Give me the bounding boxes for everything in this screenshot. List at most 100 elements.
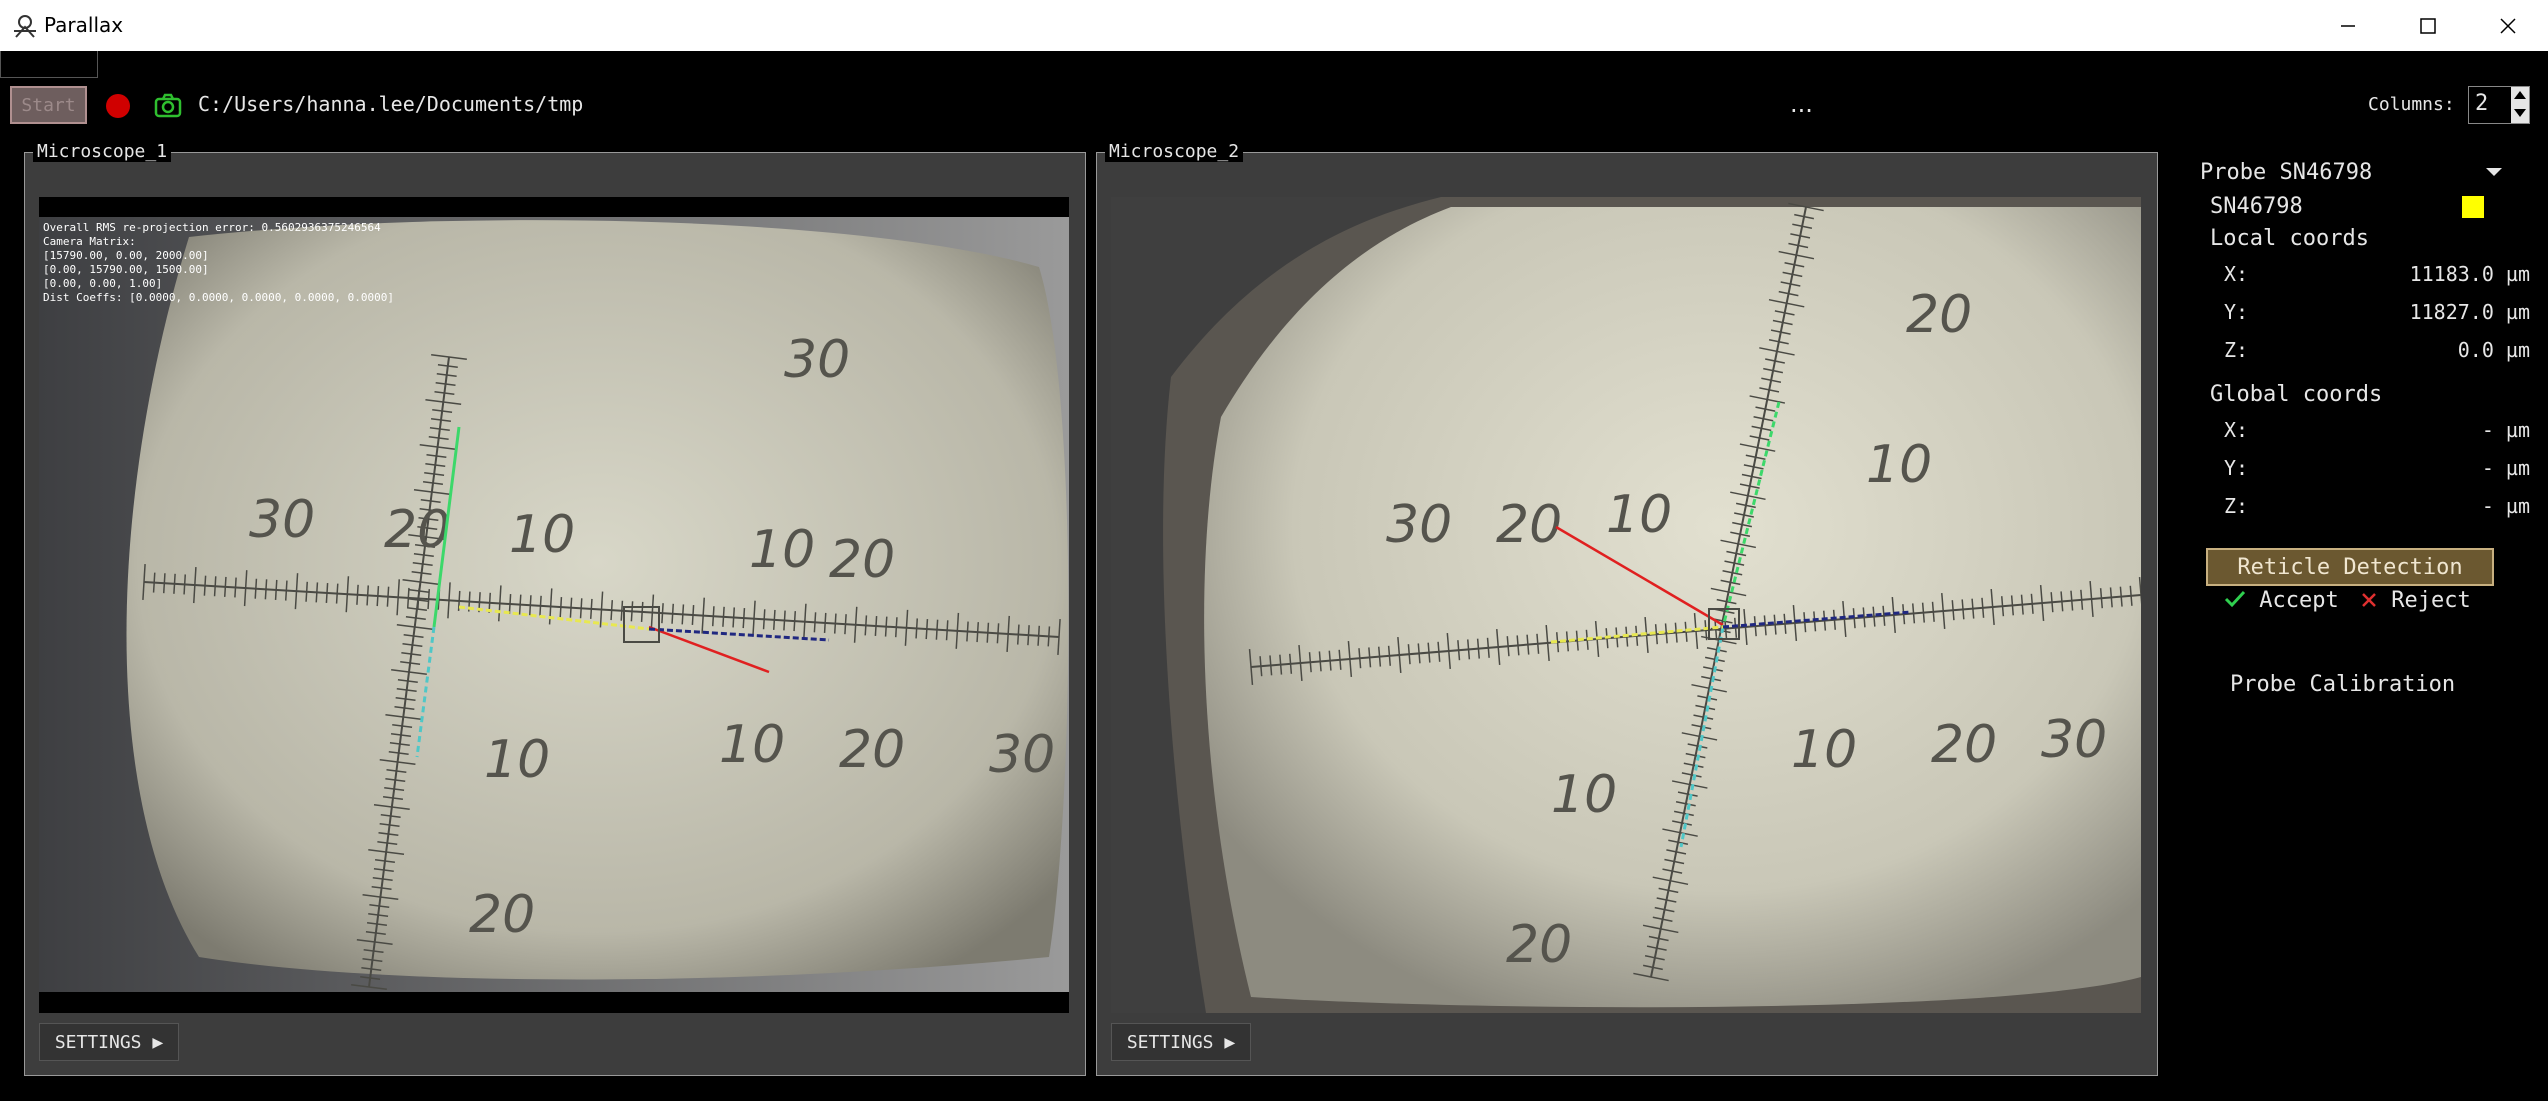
reticle-tick xyxy=(1486,637,1490,658)
reticle-tick xyxy=(335,583,339,604)
reticle-tick xyxy=(1328,650,1332,671)
camera-icon[interactable] xyxy=(154,92,182,118)
reticle-tick xyxy=(1347,640,1353,678)
more-options-button[interactable]: ... xyxy=(1790,90,1813,118)
reticle-tick xyxy=(1763,367,1784,374)
reticle-tick xyxy=(430,417,452,423)
scale-label: 20 xyxy=(829,530,895,590)
reticle-tick xyxy=(1279,654,1283,675)
reticle-tick xyxy=(2039,584,2045,622)
close-button[interactable] xyxy=(2468,0,2548,51)
reticle-tick xyxy=(356,938,393,946)
reticle-tick xyxy=(1672,820,1692,826)
spin-up-icon[interactable] xyxy=(2514,91,2526,99)
reticle-tick xyxy=(1765,358,1785,364)
microscope-2-settings-button[interactable]: SETTINGS ▶ xyxy=(1111,1023,1251,1061)
reticle-tick xyxy=(361,966,382,972)
reticle-tick xyxy=(935,619,939,640)
reticle-tick xyxy=(345,576,350,613)
probe-calibration-button[interactable]: Probe Calibration xyxy=(2230,672,2456,697)
reticle-tick xyxy=(403,633,424,639)
reticle-tick xyxy=(1664,858,1685,865)
reticle-tick xyxy=(402,642,423,648)
reticle-tick xyxy=(1732,521,1753,528)
reticle-tick xyxy=(925,619,929,640)
overlay-line: Overall RMS re-projection error: 0.56029… xyxy=(43,221,381,234)
reticle-tick xyxy=(1759,387,1780,393)
overlay-line: [15790.00, 0.00, 2000.00] xyxy=(43,249,209,262)
reticle-tick xyxy=(1446,632,1451,670)
chevron-down-icon[interactable] xyxy=(2486,168,2502,176)
probe-id: SN46798 xyxy=(2210,194,2303,219)
reticle-tick xyxy=(1753,416,1774,422)
reticle-tick xyxy=(1664,623,1668,644)
columns-value[interactable]: 2 xyxy=(2475,91,2489,116)
reticle-tick xyxy=(1792,223,1813,229)
start-button[interactable]: Start xyxy=(10,86,87,124)
columns-spinbox[interactable]: 2 xyxy=(2468,86,2530,124)
reticle-tick xyxy=(1773,614,1777,635)
reticle-tick xyxy=(1695,704,1716,711)
scale-label: 10 xyxy=(1551,765,1617,825)
reticle-tick xyxy=(1658,887,1679,894)
reticle-tick xyxy=(2010,595,2014,616)
reticle-tick xyxy=(406,587,410,608)
reticle-tick xyxy=(1417,643,1421,664)
reticle-tick xyxy=(1697,695,1718,701)
scale-label: 10 xyxy=(1606,485,1672,545)
reticle-tick xyxy=(426,453,447,459)
reject-button[interactable]: Reject xyxy=(2360,588,2471,613)
maximize-button[interactable] xyxy=(2388,0,2468,51)
minimize-button[interactable] xyxy=(2308,0,2388,51)
reticle-tick xyxy=(1971,598,1975,619)
reticle-tick xyxy=(374,858,396,864)
reticle-tick xyxy=(915,618,919,639)
reticle-tick xyxy=(762,609,766,630)
reticle-tick xyxy=(1397,636,1402,674)
coord-label: Z: xyxy=(2224,338,2249,362)
reticle-tick xyxy=(1308,652,1312,673)
reticle-tick xyxy=(380,813,401,819)
reticle-tick xyxy=(853,606,858,643)
reticle-tick xyxy=(366,585,370,606)
reticle-tick xyxy=(234,577,237,598)
reticle-tick xyxy=(1720,579,1741,586)
reticle-tick xyxy=(1368,647,1372,668)
reticle-tick xyxy=(1457,640,1461,661)
probe-select[interactable]: Probe SN46798 xyxy=(2200,160,2373,185)
reticle-detection-button[interactable]: Reticle Detection xyxy=(2206,548,2494,586)
spin-arrows[interactable] xyxy=(2511,87,2529,123)
reticle-tick xyxy=(589,598,593,619)
reticle-tick xyxy=(1652,876,1689,886)
reticle-tick xyxy=(1720,539,1756,549)
reticle-tick xyxy=(1770,329,1791,335)
reticle-tick xyxy=(1565,631,1569,652)
scale-label: 10 xyxy=(1866,435,1932,495)
microscope-1-view[interactable]: 30 20 10 10 20 30 10 20 10 20 30 Overall… xyxy=(39,197,1069,1013)
reticle-tick xyxy=(413,552,434,558)
reticle-tick xyxy=(385,713,422,721)
reticle-tick xyxy=(388,750,409,756)
minimize-icon xyxy=(2341,24,2355,27)
probe-color-swatch xyxy=(2462,196,2484,218)
reticle-tick xyxy=(384,786,405,792)
reticle-tick xyxy=(874,615,878,637)
reticle-tick xyxy=(528,595,532,616)
record-icon[interactable] xyxy=(106,94,130,118)
microscope-1-settings-button[interactable]: SETTINGS ▶ xyxy=(39,1023,179,1061)
reticle-tick xyxy=(379,822,400,828)
reticle-tick xyxy=(1741,473,1762,480)
reticle-tick xyxy=(425,398,462,406)
microscope-2-view[interactable]: 30 20 10 10 20 10 20 30 10 20 xyxy=(1111,197,2141,1013)
reticle-tick xyxy=(394,705,415,711)
reticle-tick xyxy=(1951,600,1955,621)
reticle-tick xyxy=(1575,630,1579,651)
reticle-tick xyxy=(681,604,685,625)
accept-button[interactable]: Accept xyxy=(2224,588,2339,613)
reticle-tick xyxy=(435,381,456,387)
spin-down-icon[interactable] xyxy=(2514,109,2526,117)
reticle-tick xyxy=(1701,635,1737,645)
reticle-tick xyxy=(417,588,420,609)
reticle-tick xyxy=(833,613,837,634)
reticle-tick xyxy=(437,363,458,369)
